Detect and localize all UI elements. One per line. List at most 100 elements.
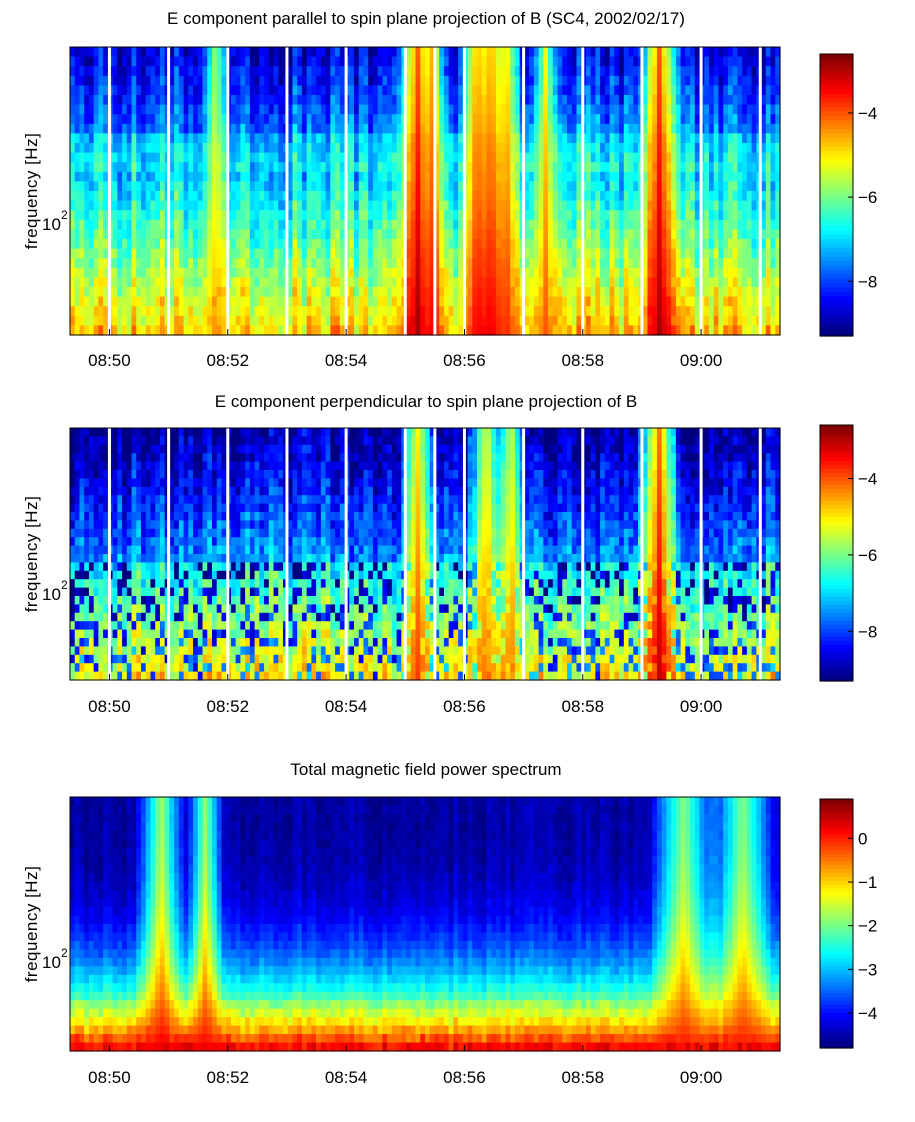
heatmap-cell	[595, 162, 601, 173]
heatmap-cell	[84, 133, 90, 144]
heatmap-cell	[737, 315, 743, 326]
heatmap-cell	[339, 200, 346, 211]
heatmap-cell	[297, 239, 303, 250]
heatmap-cell	[335, 219, 341, 230]
heatmap-cell	[249, 85, 256, 96]
heatmap-cell	[562, 123, 568, 134]
heatmap-cell	[320, 152, 327, 163]
heatmap-cell	[169, 152, 175, 163]
data-gap	[640, 47, 644, 335]
heatmap-cell	[122, 671, 128, 681]
heatmap-cell	[354, 114, 360, 125]
heatmap-cell	[609, 200, 615, 211]
heatmap-cell	[751, 248, 757, 259]
heatmap-cell	[159, 95, 166, 106]
heatmap-cell	[193, 325, 199, 336]
heatmap-cell	[491, 171, 497, 182]
heatmap-cell	[245, 152, 251, 163]
heatmap-cell	[84, 587, 90, 597]
heatmap-cell	[496, 56, 502, 67]
heatmap-cell	[661, 219, 667, 230]
heatmap-cell	[202, 95, 208, 106]
heatmap-cell	[259, 258, 265, 269]
heatmap-cell	[709, 152, 715, 163]
heatmap-cell	[709, 104, 715, 115]
heatmap-cell	[122, 95, 128, 106]
heatmap-cell	[614, 239, 620, 250]
heatmap-cell	[273, 152, 279, 163]
heatmap-cell	[197, 114, 204, 125]
heatmap-cell	[761, 133, 767, 144]
heatmap-cell	[292, 181, 298, 192]
heatmap-cell	[74, 461, 81, 471]
heatmap-cell	[548, 95, 554, 106]
heatmap-cell	[727, 123, 734, 134]
heatmap-cell	[775, 267, 781, 278]
heatmap-cell	[88, 267, 95, 278]
heatmap-cell	[183, 258, 189, 269]
heatmap-cell	[609, 123, 615, 134]
heatmap-cell	[410, 267, 417, 278]
heatmap-cell	[576, 296, 582, 307]
heatmap-cell	[387, 75, 393, 86]
heatmap-cell	[141, 47, 147, 58]
heatmap-cell	[278, 287, 284, 298]
heatmap-cell	[472, 306, 478, 317]
heatmap-cell	[207, 133, 213, 144]
heatmap-cell	[183, 267, 189, 278]
heatmap-cell	[112, 152, 118, 163]
heatmap-cell	[486, 267, 492, 278]
heatmap-cell	[529, 152, 535, 163]
heatmap-cell	[491, 95, 497, 106]
heatmap-cell	[420, 229, 426, 240]
heatmap-cell	[74, 579, 81, 589]
heatmap-cell	[363, 239, 369, 250]
heatmap-cell	[775, 123, 781, 134]
heatmap-cell	[429, 325, 436, 336]
colorbar-step	[820, 164, 853, 170]
heatmap-cell	[647, 152, 653, 163]
heatmap-cell	[552, 191, 559, 202]
heatmap-cell	[680, 114, 686, 125]
heatmap-cell	[604, 191, 611, 202]
heatmap-cell	[131, 85, 137, 96]
heatmap-cell	[126, 114, 133, 125]
heatmap-cell	[358, 296, 365, 307]
heatmap-cell	[169, 95, 175, 106]
heatmap-cell	[737, 85, 743, 96]
heatmap-cell	[496, 75, 502, 86]
heatmap-cell	[415, 248, 421, 259]
heatmap-cell	[117, 306, 123, 317]
heatmap-cell	[552, 114, 559, 125]
heatmap-cell	[486, 66, 492, 77]
heatmap-cell	[230, 114, 237, 125]
heatmap-cell	[742, 258, 748, 269]
heatmap-cell	[254, 104, 260, 115]
heatmap-cell	[292, 56, 298, 67]
heatmap-cell	[363, 114, 369, 125]
heatmap-cell	[273, 191, 279, 202]
heatmap-cell	[704, 171, 710, 182]
heatmap-cell	[301, 95, 308, 106]
heatmap-cell	[600, 162, 606, 173]
heatmap-cell	[216, 104, 223, 115]
heatmap-cell	[666, 47, 672, 58]
heatmap-cell	[377, 85, 383, 96]
heatmap-cell	[103, 654, 109, 664]
heatmap-cell	[609, 181, 615, 192]
heatmap-cell	[259, 104, 265, 115]
heatmap-cell	[585, 85, 592, 96]
heatmap-cell	[448, 143, 454, 154]
heatmap-cell	[98, 181, 104, 192]
heatmap-cell	[387, 47, 393, 58]
heatmap-cell	[79, 621, 85, 631]
heatmap-cell	[410, 210, 417, 221]
heatmap-cell	[112, 528, 118, 538]
heatmap-cell	[377, 75, 383, 86]
heatmap-cell	[533, 239, 540, 250]
heatmap-cell	[481, 315, 488, 326]
heatmap-cell	[117, 537, 123, 547]
heatmap-cell	[230, 258, 237, 269]
heatmap-cell	[529, 258, 535, 269]
heatmap-cell	[656, 56, 663, 67]
